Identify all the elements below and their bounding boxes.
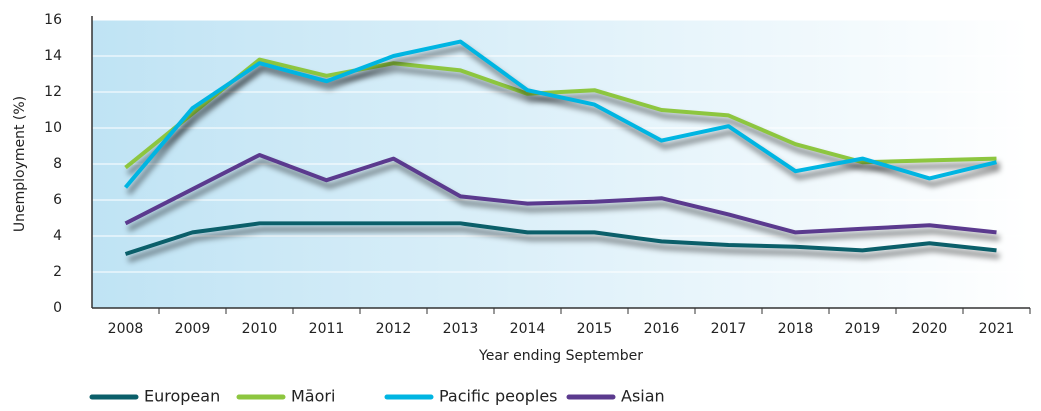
y-tick-label: 12 <box>44 84 62 100</box>
y-tick-label: 14 <box>44 48 62 64</box>
y-tick-label: 4 <box>53 228 62 244</box>
y-tick-label: 0 <box>53 300 62 316</box>
y-tick-label: 8 <box>53 156 62 172</box>
legend-label: Asian <box>621 387 665 406</box>
x-tick-label: 2010 <box>242 321 278 337</box>
x-tick-label: 2021 <box>979 321 1015 337</box>
y-axis-label: Unemployment (%) <box>12 96 28 232</box>
line-shadow <box>127 158 1000 241</box>
legend-label: Pacific peoples <box>439 387 558 406</box>
x-axis-label: Year ending September <box>478 348 643 364</box>
x-tick-label: 2018 <box>778 321 814 337</box>
y-tick-label: 16 <box>44 12 62 28</box>
x-tick-label: 2008 <box>108 321 144 337</box>
line-shadow <box>127 226 1000 263</box>
x-tick-label: 2013 <box>443 321 479 337</box>
x-tick-label: 2017 <box>711 321 747 337</box>
series-line <box>124 221 997 256</box>
x-tick-label: 2020 <box>912 321 948 337</box>
series-line <box>124 153 997 235</box>
x-tick-label: 2012 <box>376 321 412 337</box>
series-line <box>123 39 997 189</box>
y-tick-label: 10 <box>44 120 62 136</box>
x-tick-label: 2016 <box>644 321 680 337</box>
legend-label: European <box>144 387 220 406</box>
y-tick-label: 2 <box>53 264 62 280</box>
x-tick-label: 2014 <box>510 321 546 337</box>
y-tick-label: 6 <box>53 192 62 208</box>
x-tick-label: 2009 <box>175 321 211 337</box>
x-tick-label: 2015 <box>577 321 613 337</box>
x-tick-label: 2019 <box>845 321 881 337</box>
line-shadow <box>126 44 1001 196</box>
x-tick-label: 2011 <box>309 321 345 337</box>
legend-label: Māori <box>291 387 335 406</box>
